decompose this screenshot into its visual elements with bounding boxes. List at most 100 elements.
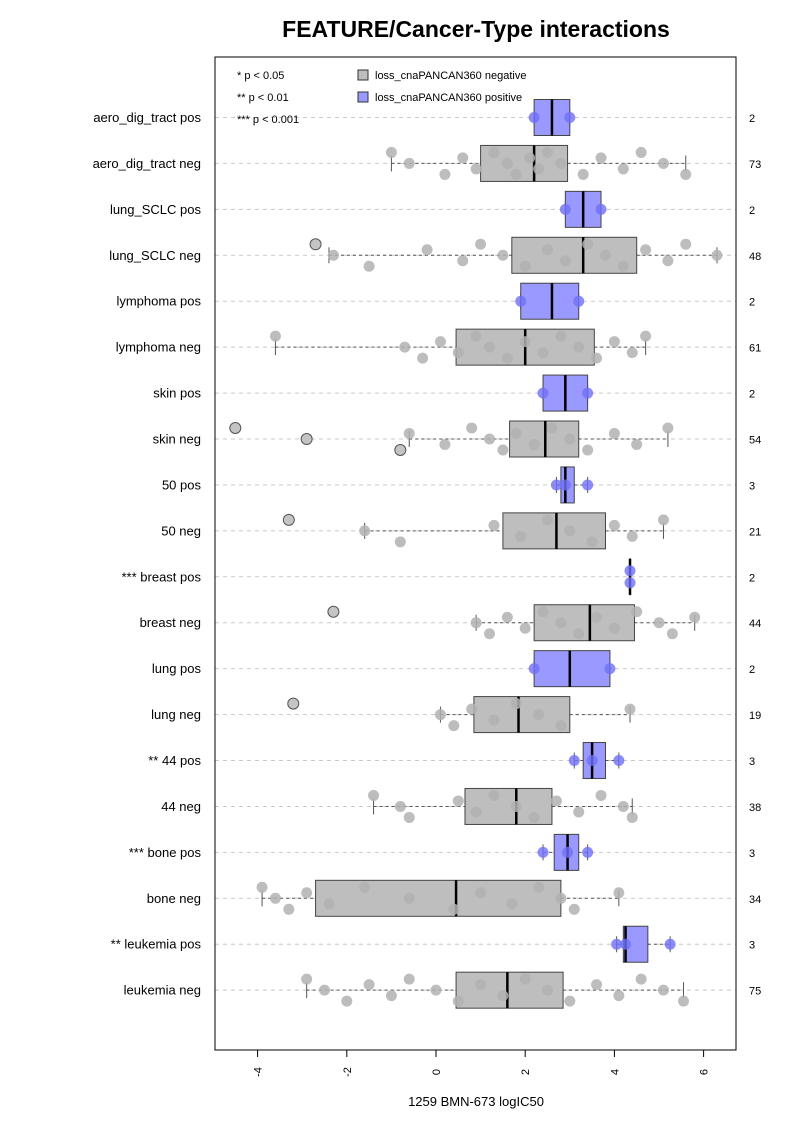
data-point xyxy=(528,439,540,451)
data-point xyxy=(635,973,647,985)
data-point xyxy=(519,336,531,348)
data-point xyxy=(475,238,487,250)
data-point xyxy=(506,898,518,910)
data-point xyxy=(617,800,629,812)
group-count: 21 xyxy=(749,526,761,538)
data-point xyxy=(497,249,509,261)
legend-series-label: loss_cnaPANCAN360 negative xyxy=(375,70,526,82)
data-point xyxy=(519,260,531,272)
data-point xyxy=(448,903,460,915)
group-label: lymphoma neg xyxy=(116,340,201,355)
data-point xyxy=(484,341,496,353)
data-point xyxy=(439,439,451,451)
data-point xyxy=(564,995,576,1007)
group-label: *** breast pos xyxy=(122,569,202,584)
data-point xyxy=(434,709,446,721)
data-point xyxy=(363,979,375,991)
data-point xyxy=(256,881,268,893)
data-point xyxy=(439,168,451,180)
data-point xyxy=(475,979,487,991)
data-point xyxy=(452,995,464,1007)
group-label: ** 44 pos xyxy=(148,753,201,768)
data-point xyxy=(488,714,500,726)
data-point xyxy=(617,163,629,175)
data-point xyxy=(559,255,571,267)
data-point xyxy=(617,260,629,272)
box-negative xyxy=(473,696,571,734)
data-point xyxy=(403,892,415,904)
data-point xyxy=(528,663,540,675)
group-label: breast neg xyxy=(140,615,201,630)
data-point xyxy=(555,157,567,169)
data-point xyxy=(608,519,620,531)
group-count: 2 xyxy=(749,297,755,309)
x-axis-label: 1259 BMN-673 logIC50 xyxy=(408,1094,544,1109)
outlier-point xyxy=(282,513,295,526)
data-point xyxy=(533,709,545,721)
group-label: bone neg xyxy=(147,891,201,906)
data-point xyxy=(323,898,335,910)
data-point xyxy=(519,973,531,985)
data-point xyxy=(470,617,482,629)
group-label: skin neg xyxy=(153,432,201,447)
data-point xyxy=(524,152,536,164)
group-count: 3 xyxy=(749,480,755,492)
significance-legend-item: * p < 0.05 xyxy=(237,70,284,82)
data-point xyxy=(385,146,397,158)
data-point xyxy=(568,903,580,915)
data-point xyxy=(497,990,509,1002)
data-point xyxy=(577,168,589,180)
box-series xyxy=(261,99,718,1009)
data-point xyxy=(582,479,594,491)
data-point xyxy=(613,755,625,767)
data-point xyxy=(657,514,669,526)
data-point xyxy=(573,628,585,640)
significance-legend-item: ** p < 0.01 xyxy=(237,92,289,104)
legend-swatch xyxy=(357,69,369,81)
group-count: 44 xyxy=(749,618,761,630)
data-point xyxy=(457,152,469,164)
data-point xyxy=(550,795,562,807)
data-point xyxy=(484,433,496,445)
data-point xyxy=(319,984,330,996)
data-point xyxy=(466,703,478,715)
group-count: 73 xyxy=(749,159,761,171)
x-tick-label: 6 xyxy=(699,1069,711,1075)
data-point xyxy=(430,984,442,996)
outlier-point xyxy=(300,433,313,446)
group-label: lung neg xyxy=(151,707,201,722)
data-point xyxy=(595,789,607,801)
group-count: 3 xyxy=(749,756,755,768)
data-point xyxy=(528,112,540,123)
data-point xyxy=(582,387,594,399)
data-point xyxy=(283,903,295,915)
data-point xyxy=(555,330,567,342)
data-point xyxy=(591,611,603,623)
group-label: lung pos xyxy=(152,661,202,676)
data-point xyxy=(555,617,567,629)
group-count: 61 xyxy=(749,343,761,355)
data-point xyxy=(591,979,603,991)
data-point xyxy=(417,352,429,364)
data-point xyxy=(403,428,415,440)
data-point xyxy=(678,995,690,1007)
data-point xyxy=(537,606,549,618)
group-count: 2 xyxy=(749,113,755,125)
data-point xyxy=(559,203,571,215)
data-point xyxy=(484,628,496,640)
data-point xyxy=(403,811,415,823)
group-count: 38 xyxy=(749,802,761,814)
data-point xyxy=(595,152,607,164)
significance-legend-item: *** p < 0.001 xyxy=(237,114,299,126)
data-point xyxy=(448,720,460,732)
data-point xyxy=(470,330,482,342)
group-label: 50 neg xyxy=(161,523,201,538)
x-tick-label: 4 xyxy=(609,1069,621,1075)
data-point xyxy=(488,146,500,158)
data-point xyxy=(640,244,652,256)
data-point xyxy=(564,433,576,445)
data-point xyxy=(403,157,415,169)
data-point xyxy=(662,422,674,434)
data-point xyxy=(689,611,701,623)
